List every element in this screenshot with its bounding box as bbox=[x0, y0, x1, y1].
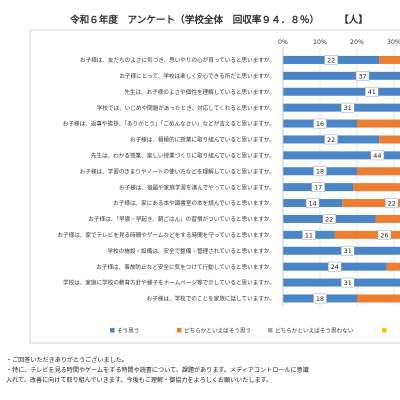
data-label-box bbox=[365, 86, 379, 97]
data-label: 41 bbox=[368, 88, 376, 96]
category-label: 学校は、家庭に学校の教育方針や様子をホームページ等で示していると思いますか。 bbox=[63, 279, 275, 287]
legend-label: そう思う bbox=[117, 328, 139, 335]
data-label: 18 bbox=[316, 295, 324, 303]
chart-title: 令和６年度 アンケート（学校全体 回収率９４．８％） 【人】 bbox=[70, 12, 400, 26]
notes: ・ご回答いただきありがとうございました。 ・特に、テレビを見る時間やゲームをする… bbox=[6, 356, 400, 386]
data-label-box bbox=[311, 182, 325, 193]
bar-segment-どちらかといえばそう思う bbox=[357, 119, 400, 128]
data-label-box bbox=[322, 214, 336, 224]
data-label: 24 bbox=[331, 263, 339, 271]
legend-label: どちらかといえばそう思わない bbox=[275, 327, 354, 335]
chart-title-text: 令和６年度 アンケート（学校全体 回収率９４．８％） bbox=[70, 15, 320, 26]
category-label: 学校の施設・設備は、安全で整備・管理されていると思いますか。 bbox=[107, 247, 275, 255]
x-tick-label: 20% bbox=[350, 39, 364, 46]
bar-segment-どちらかといえばそう思う bbox=[334, 230, 400, 239]
data-label-box bbox=[341, 277, 355, 288]
legend-swatch bbox=[382, 328, 387, 333]
bar-segment-どちらかといえばそう思う bbox=[379, 55, 400, 64]
category-label: お子様は、積極的に授業に取り組んでいると思いますか。 bbox=[130, 136, 275, 144]
data-label: 22 bbox=[327, 56, 335, 64]
data-label: 26 bbox=[380, 231, 388, 239]
chart-frame bbox=[29, 29, 400, 344]
data-label-box bbox=[355, 71, 370, 81]
data-label: 22 bbox=[325, 215, 333, 223]
data-label: 18 bbox=[316, 168, 324, 176]
data-label-box bbox=[341, 102, 355, 113]
bar-segment-どちらかといえばそう思う bbox=[379, 135, 400, 144]
bar-segment-どちらかといえばそう思う bbox=[342, 199, 400, 208]
data-label: 16 bbox=[316, 120, 324, 128]
bar-segment-どちらかといえばそう思う bbox=[353, 183, 400, 192]
category-label: お子様にとって、学校は楽しく安心できる所だと思いますか。 bbox=[119, 72, 275, 80]
data-label-box bbox=[385, 198, 399, 208]
bar-segment-そう思う bbox=[283, 87, 400, 96]
bar-segment-どちらかといえばそう思う bbox=[357, 167, 400, 176]
category-label: お子様は、「早寝・早起き、朝ごはん」の習慣がついていると思いますか。 bbox=[88, 215, 275, 223]
bar-segment-どちらかといえばそう思う bbox=[375, 214, 400, 223]
data-label: 31 bbox=[344, 247, 352, 255]
data-label-box bbox=[313, 293, 327, 304]
data-label: 31 bbox=[344, 279, 352, 287]
category-label: お子様は、宿題や家庭学習を進んでやっていると思いますか。 bbox=[119, 183, 275, 191]
bar-segment-どちらかといえばそう思う bbox=[357, 294, 400, 303]
data-label: 31 bbox=[344, 104, 352, 112]
data-label: 44 bbox=[373, 152, 381, 160]
data-label: 14 bbox=[309, 199, 317, 207]
x-tick-label: 10% bbox=[313, 39, 327, 46]
data-label-box bbox=[377, 230, 392, 240]
category-label: お子様は、事故防止など安全に気をつけて行動していると思いますか。 bbox=[96, 263, 275, 271]
category-label: お子様は、家にある本や図書室の本を読んでいると思いますか。 bbox=[113, 199, 275, 207]
bar-segment-どちらかといえばそう思う bbox=[386, 262, 400, 271]
legend-swatch bbox=[268, 328, 273, 333]
data-label: 17 bbox=[314, 184, 322, 192]
unit-label: 【人】 bbox=[339, 15, 368, 26]
category-label: お子様は、家でテレビを見る時間やゲームなどをする時間を守っていると思いますか。 bbox=[57, 231, 275, 239]
x-tick-label: 30% bbox=[387, 39, 400, 46]
x-tick-label: 0% bbox=[278, 39, 288, 46]
data-label: 22 bbox=[388, 199, 396, 207]
category-label: お子様は、学校でのことを家族に話していますか。 bbox=[147, 295, 275, 303]
note-line: ・特に、テレビを見る時間やゲームをする時間や読書について、課題があります。メディ… bbox=[6, 367, 309, 374]
data-label-box bbox=[305, 198, 320, 208]
data-label-box bbox=[324, 55, 338, 65]
category-label: 先生は、お子様のよさや個性を理解していると思いますか。 bbox=[124, 88, 275, 96]
note-line: ・ご回答いただきありがとうございました。 bbox=[6, 357, 128, 364]
data-label-box bbox=[324, 134, 338, 145]
bar-segment-そう思う bbox=[283, 151, 400, 160]
data-label-box bbox=[370, 150, 385, 161]
category-label: 学校では、いじめや問題があったとき、対応してくれると思いますか。 bbox=[97, 104, 275, 112]
data-label: 37 bbox=[358, 72, 366, 80]
category-label: お子様は、学習のきまりやノートの使い方などを理解していると思いますか。 bbox=[80, 167, 275, 175]
data-label: 22 bbox=[327, 136, 335, 144]
bar-segment-そう思う bbox=[283, 71, 400, 80]
data-label-box bbox=[341, 245, 355, 256]
legend-swatch bbox=[110, 328, 115, 333]
data-label: 11 bbox=[305, 231, 313, 239]
legend-swatch bbox=[177, 328, 182, 333]
note-line: 入れて、改善に向けて取り組んでいきます。今後もご理解・御協力をよろしくお願いいた… bbox=[6, 377, 273, 384]
category-label: 先生は、わかる授業、楽しい授業づくりに取り組んでいると思いますか。 bbox=[91, 151, 275, 159]
category-label: お子様は、友だちのよさに気づき、思いやりの心が育っていると思いますか。 bbox=[80, 56, 275, 64]
data-label-box bbox=[313, 166, 327, 177]
legend-label: どちらかといえばそう思う bbox=[184, 327, 251, 335]
data-label-box bbox=[302, 230, 316, 240]
data-label-box bbox=[328, 261, 342, 272]
category-label: お子様は、返事や挨拶、「ありがとう」「ごめんなさい」などが言えると思いますか。 bbox=[63, 120, 275, 128]
data-label-box bbox=[313, 118, 327, 129]
